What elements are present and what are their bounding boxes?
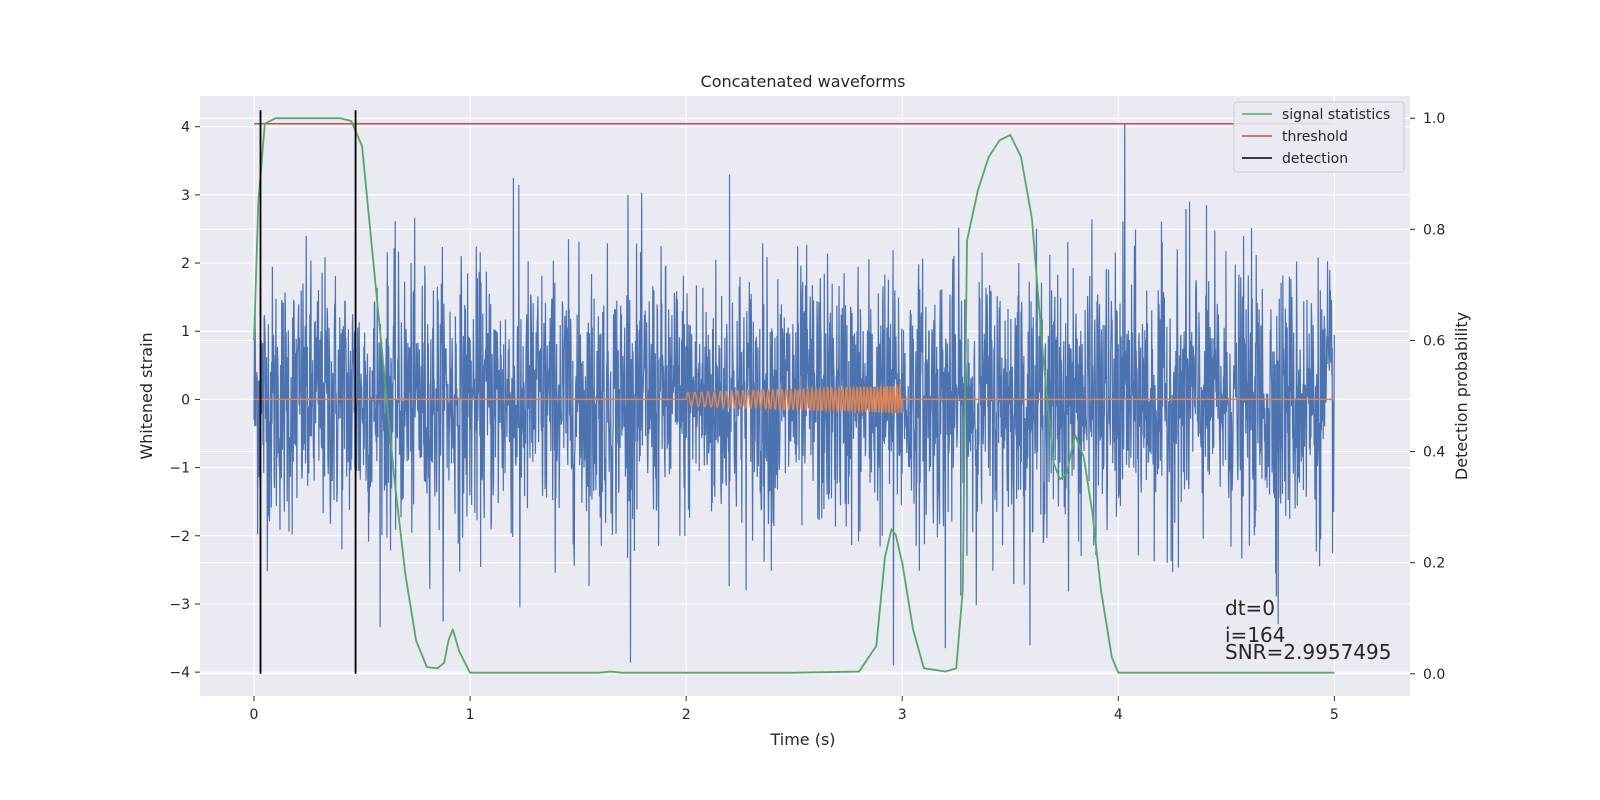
legend-entry-signal-statistics: signal statistics [1282, 107, 1390, 123]
y2-tick-label: 0.8 [1423, 222, 1445, 238]
y-tick-label: 3 [181, 188, 190, 204]
x-tick-label: 2 [682, 707, 691, 723]
series-whitened-strain [253, 123, 1335, 666]
axes: 0 1 2 3 4 5 −4 −3 −2 −1 0 1 2 3 4 0.0 0.2 0.4 0.6 0.8 1.0 [169, 111, 1445, 723]
annotation-i: i=164 [1225, 623, 1286, 647]
x-tick-label: 4 [1114, 707, 1123, 723]
y-tick-label: −2 [169, 529, 190, 545]
annotation-snr: SNR=2.9957495 [1225, 640, 1391, 664]
annotation-dt: dt=0 [1225, 596, 1275, 620]
x-tick-label: 1 [466, 707, 475, 723]
plot-series [253, 110, 1335, 674]
y2-tick-label: 0.4 [1423, 445, 1445, 461]
y2-axis-label: Detection probability [1452, 312, 1471, 480]
x-axis-label: Time (s) [769, 730, 835, 749]
y2-tick-label: 0.2 [1423, 556, 1445, 572]
legend: signal statistics threshold detection [1233, 101, 1405, 173]
y-tick-label: 2 [181, 256, 190, 272]
y-tick-label: 0 [181, 392, 190, 408]
legend-entry-threshold: threshold [1282, 129, 1348, 145]
y-tick-label: 4 [181, 120, 190, 136]
chart-title: Concatenated waveforms [701, 72, 906, 91]
series-signal-statistics [253, 117, 1335, 674]
y-tick-label: −3 [169, 597, 190, 613]
y2-tick-label: 1.0 [1423, 111, 1445, 127]
x-tick-label: 5 [1330, 707, 1339, 723]
legend-entry-detection: detection [1282, 151, 1348, 167]
series-template [254, 383, 1335, 416]
legend-box [1233, 101, 1405, 173]
y-tick-label: 1 [181, 324, 190, 340]
y2-tick-label: 0.0 [1423, 667, 1445, 683]
y-tick-label: −1 [169, 461, 190, 477]
annotations: dt=0 i=164 SNR=2.9957495 [1225, 596, 1391, 664]
x-tick-label: 0 [250, 707, 259, 723]
y-tick-label: −4 [169, 665, 190, 681]
y2-tick-label: 0.6 [1423, 333, 1445, 349]
x-tick-label: 3 [898, 707, 907, 723]
y-axis-label: Whitened strain [137, 332, 156, 459]
